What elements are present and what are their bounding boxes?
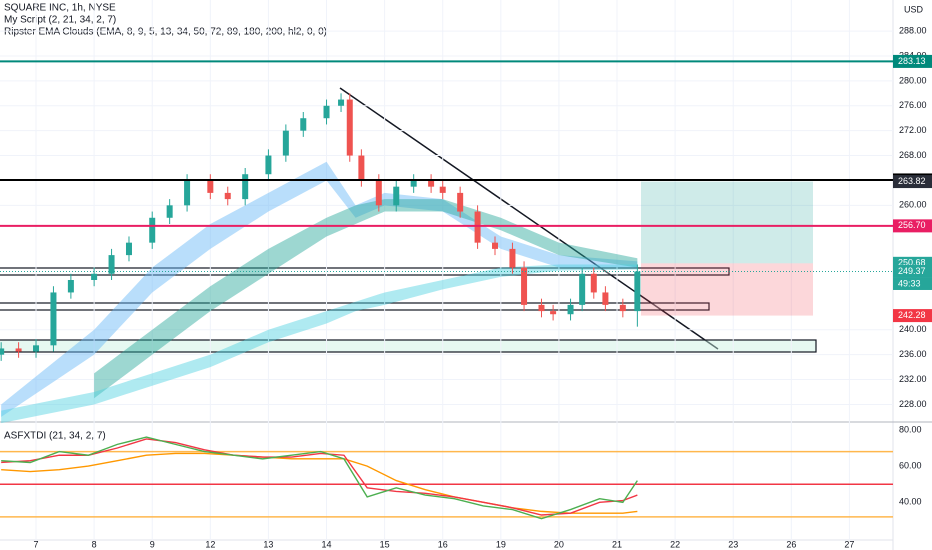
y-tick-label: 236.00 (899, 349, 927, 359)
candle-body (0, 348, 5, 355)
price-tag (893, 219, 932, 233)
x-tick-label: 15 (380, 539, 390, 549)
candle-body (323, 105, 330, 119)
y-tick-label: 288.00 (899, 25, 927, 35)
y-tick-label: 60.00 (899, 460, 922, 470)
candle-body (282, 130, 289, 156)
candle-body (91, 273, 98, 280)
price-tag-label: 283.13 (898, 56, 926, 66)
candle-body (509, 248, 516, 268)
loss-zone (641, 263, 813, 316)
candle-body (67, 280, 74, 293)
price-tag (893, 54, 932, 68)
indicator-line (1, 438, 638, 516)
y-tick-label: 232.00 (899, 374, 927, 384)
x-tick-label: 8 (92, 539, 97, 549)
y-tick-label: 240.00 (899, 324, 927, 334)
candle-body (33, 345, 40, 352)
candle-body (634, 271, 641, 312)
candle-body (242, 174, 249, 200)
x-tick-label: 12 (205, 539, 215, 549)
candle-body (50, 292, 57, 346)
indicator-title: ASFXTDI (21, 34, 2, 7) (4, 431, 106, 442)
price-tag (893, 264, 932, 278)
candle-body (207, 180, 214, 193)
y-tick-label: 80.00 (899, 424, 922, 434)
x-tick-label: 27 (844, 539, 854, 549)
ema-cloud (1, 264, 638, 424)
price-tag-label: 256.70 (898, 220, 926, 230)
x-tick-label: 19 (496, 539, 506, 549)
price-tag-label: 263.82 (898, 176, 926, 186)
profit-zone (641, 181, 813, 264)
x-tick-label: 21 (612, 539, 622, 549)
candle-body (224, 192, 231, 200)
y-tick-label: 228.00 (899, 399, 927, 409)
currency: USD (904, 4, 924, 14)
candle-body (619, 304, 626, 312)
candle-body (474, 211, 481, 243)
chart-title: SQUARE INC, 1h, NYSE (4, 3, 116, 14)
countdown-bg (893, 277, 932, 290)
y-tick-label: 280.00 (899, 75, 927, 85)
candle-body (567, 304, 574, 315)
candle-body (579, 273, 586, 305)
y-tick-label: 40.00 (899, 497, 922, 507)
candle-body (550, 311, 557, 315)
x-tick-label: 16 (438, 539, 448, 549)
legend-entry: My Script (2, 21, 34, 2, 7) (4, 15, 116, 26)
candle-body (184, 180, 191, 206)
x-tick-label: 13 (263, 539, 273, 549)
candle-body (166, 205, 173, 218)
x-tick-label: 9 (150, 539, 155, 549)
candle-body (428, 180, 435, 187)
x-tick-label: 22 (670, 539, 680, 549)
y-tick-label: 272.00 (899, 125, 927, 135)
candle-body (300, 118, 307, 131)
candle-body (602, 292, 609, 305)
candle-body (439, 186, 446, 193)
trend-line (339, 87, 719, 350)
candle-body (125, 242, 132, 256)
countdown: 49:33 (898, 278, 921, 288)
candle-body (338, 99, 345, 106)
candle-body (149, 217, 156, 243)
candle-body (346, 99, 353, 156)
candle-body (108, 255, 115, 274)
indicator-line (1, 452, 638, 514)
ema-cloud (94, 199, 638, 399)
legend-entry: Ripster EMA Clouds (EMA, 8, 9, 5, 13, 34… (4, 27, 327, 38)
candle-body (590, 273, 597, 293)
y-tick-label: 268.00 (899, 150, 927, 160)
x-tick-label: 20 (554, 539, 564, 549)
price-tag-label: 250.68 (898, 258, 926, 268)
price-tag-label: 242.28 (898, 310, 926, 320)
x-tick-label: 14 (322, 539, 332, 549)
candle-body (265, 155, 272, 175)
candle-body (393, 186, 400, 206)
candle-body (358, 155, 365, 181)
candle-body (492, 242, 499, 249)
y-tick-label: 276.00 (899, 100, 927, 110)
candle-body (15, 348, 22, 352)
candle-body (521, 267, 528, 305)
price-tag (893, 309, 932, 323)
candle-body (410, 180, 417, 187)
price-tag-label: 249.37 (898, 266, 926, 276)
candle-body (457, 192, 464, 212)
zone-box (0, 302, 710, 311)
y-tick-label: 260.00 (899, 200, 927, 210)
x-tick-label: 23 (728, 539, 738, 549)
x-tick-label: 26 (786, 539, 796, 549)
price-tag (893, 175, 932, 189)
x-tick-label: 7 (34, 539, 39, 549)
candle-body (375, 180, 382, 206)
indicator-line (1, 436, 638, 520)
candle-body (538, 304, 545, 312)
zone-box (0, 339, 817, 353)
